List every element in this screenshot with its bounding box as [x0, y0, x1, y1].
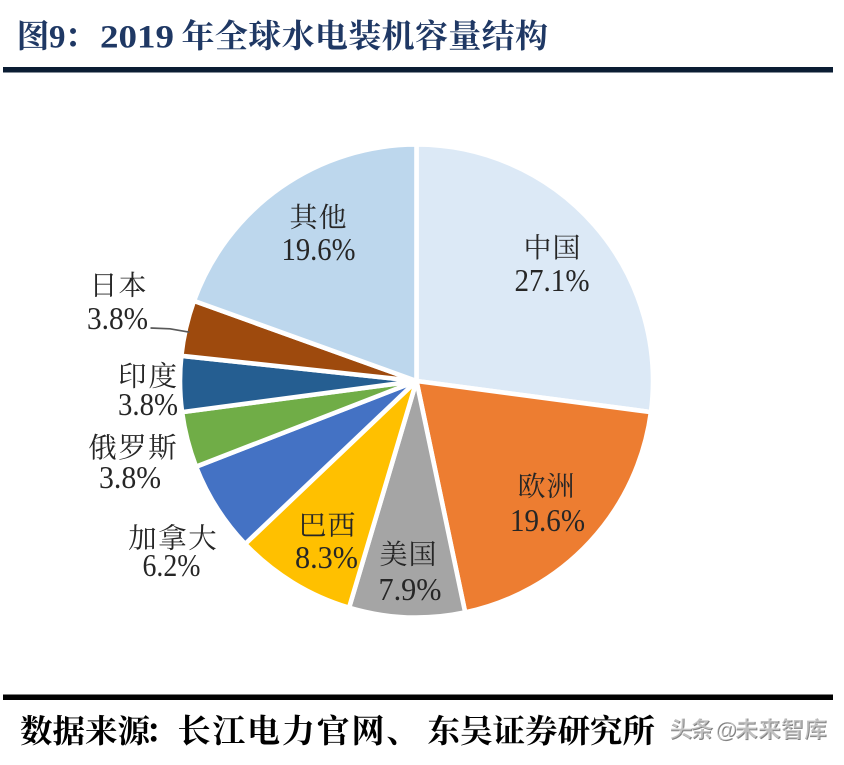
- svg-text:@: @: [715, 717, 736, 742]
- svg-text:19.6%: 19.6%: [282, 231, 356, 267]
- svg-text:3.8%: 3.8%: [99, 459, 161, 495]
- svg-text:7.9%: 7.9%: [379, 571, 442, 607]
- svg-text:6.2%: 6.2%: [143, 547, 201, 583]
- svg-text:27.1%: 27.1%: [515, 262, 590, 298]
- svg-text:9: 9: [49, 20, 66, 56]
- svg-text:8.3%: 8.3%: [295, 539, 358, 575]
- svg-text:19.6%: 19.6%: [510, 502, 585, 538]
- svg-text:3.8%: 3.8%: [118, 386, 178, 422]
- svg-text:2019: 2019: [100, 20, 174, 56]
- svg-text:@: @: [716, 718, 737, 743]
- svg-text:3.8%: 3.8%: [87, 300, 148, 336]
